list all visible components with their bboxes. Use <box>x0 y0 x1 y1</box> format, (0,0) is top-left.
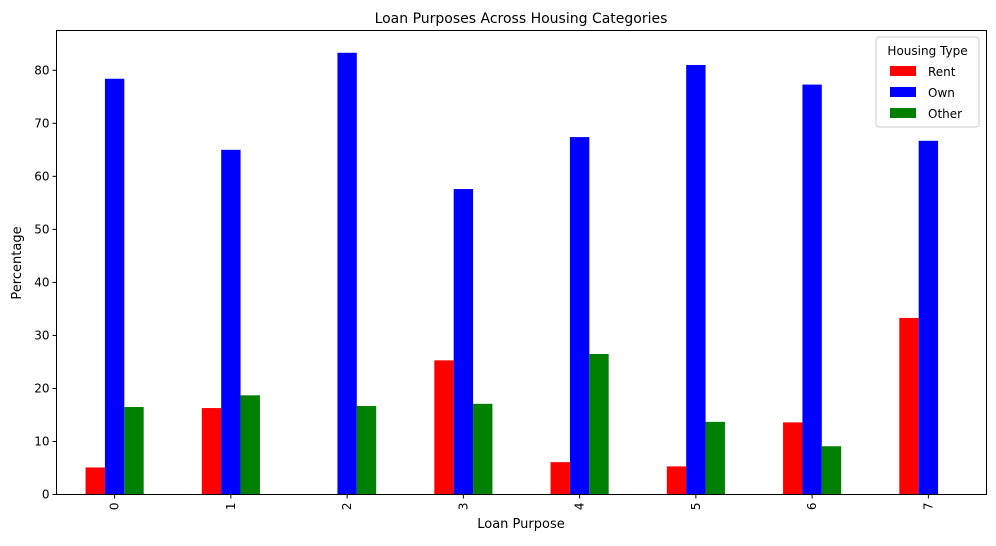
bar-own-6 <box>802 84 822 495</box>
legend-label-rent: Rent <box>928 65 956 79</box>
bar-rent-4 <box>550 462 570 495</box>
x-tick-label: 2 <box>340 503 354 511</box>
y-tick-label: 20 <box>34 381 49 395</box>
y-axis-label: Percentage <box>10 226 25 299</box>
legend-title: Housing Type <box>887 44 967 58</box>
legend-box <box>875 36 980 128</box>
bar-rent-7 <box>899 317 919 495</box>
y-tick-label: 30 <box>34 328 49 342</box>
bar-other-1 <box>240 395 260 495</box>
x-tick-label: 5 <box>689 503 703 511</box>
bar-own-1 <box>221 149 241 495</box>
legend: Housing Type Rent Own Other <box>875 36 980 128</box>
x-axis-label: Loan Purpose <box>477 517 564 532</box>
x-axis: 0 1 2 3 4 5 6 7 <box>108 494 935 511</box>
y-tick-label: 40 <box>34 275 49 289</box>
y-tick-label: 60 <box>34 169 49 183</box>
bar-other-0 <box>124 407 144 495</box>
x-tick-label: 6 <box>805 503 819 511</box>
bar-other-4 <box>589 353 609 495</box>
bar-other-2 <box>356 405 377 495</box>
legend-label-other: Other <box>928 107 962 121</box>
x-tick-label: 3 <box>456 503 470 511</box>
bar-own-5 <box>686 64 706 495</box>
bar-rent-3 <box>434 360 454 495</box>
bar-other-6 <box>821 446 842 495</box>
bar-own-7 <box>918 140 939 495</box>
legend-swatch-rent <box>890 66 916 76</box>
plot-frame <box>56 30 987 495</box>
bar-own-2 <box>337 52 357 495</box>
bar-own-3 <box>453 189 474 495</box>
bar-other-3 <box>473 403 493 495</box>
bar-rent-1 <box>201 408 222 495</box>
bar-own-4 <box>569 137 590 495</box>
bar-other-5 <box>705 421 725 495</box>
bar-rent-0 <box>85 467 105 495</box>
x-tick-label: 7 <box>921 503 935 511</box>
x-tick-label: 4 <box>573 503 587 511</box>
x-tick-label: 0 <box>108 503 122 511</box>
bar-own-0 <box>104 78 125 495</box>
y-tick-label: 0 <box>42 488 50 502</box>
bar-rent-6 <box>783 422 803 495</box>
plot-bars <box>85 52 939 495</box>
y-tick-label: 80 <box>34 63 49 77</box>
legend-swatch-own <box>890 87 916 97</box>
bar-rent-5 <box>666 466 687 495</box>
x-tick-label: 1 <box>224 503 238 511</box>
legend-label-own: Own <box>928 86 955 100</box>
legend-swatch-other <box>890 108 916 118</box>
y-tick-label: 50 <box>34 222 49 236</box>
y-tick-label: 70 <box>34 116 49 130</box>
y-tick-label: 10 <box>34 434 49 448</box>
legend-items: Rent Own Other <box>890 65 962 121</box>
chart-title: Loan Purposes Across Housing Categories <box>375 11 668 27</box>
y-axis: 0 10 20 30 40 50 60 70 80 <box>34 63 57 502</box>
